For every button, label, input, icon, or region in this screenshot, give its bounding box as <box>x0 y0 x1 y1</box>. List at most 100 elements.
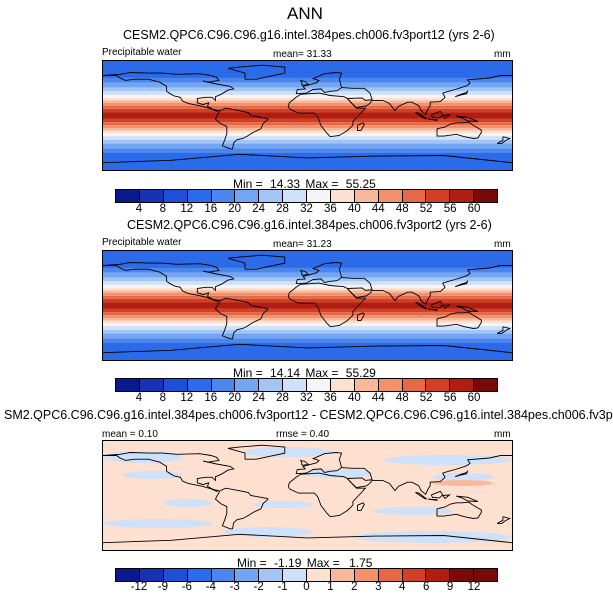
coastline <box>442 304 451 310</box>
contour-band <box>103 130 512 134</box>
colorbar-tick-label: 20 <box>228 203 242 215</box>
colorbar-tick-label: 40 <box>347 203 361 215</box>
coastline <box>227 254 286 270</box>
colorbar-swatch <box>116 569 140 581</box>
colorbar-swatch <box>378 379 403 391</box>
colorbar-tick-label: 32 <box>300 392 313 404</box>
contour-band <box>103 323 512 327</box>
colorbar-swatch <box>259 379 284 391</box>
contour-band <box>103 281 512 285</box>
contour-band <box>103 148 512 154</box>
colorbar-swatch <box>116 379 140 391</box>
panel-1-colorbar <box>115 189 498 203</box>
colorbar-swatch <box>211 190 236 202</box>
coastline <box>214 297 269 340</box>
contour-band <box>103 97 512 101</box>
colorbar-swatch <box>378 569 403 581</box>
coastline <box>415 492 428 500</box>
coastline <box>427 308 438 311</box>
contour-band <box>103 102 512 106</box>
coastline <box>299 269 310 276</box>
contour-band <box>103 143 512 149</box>
coastline <box>357 312 365 322</box>
contour-band <box>103 112 512 119</box>
coastline <box>496 516 511 524</box>
colorbar-swatch <box>163 569 188 581</box>
panel-3-subtitle: SM2.QPC6.C96.C96.g16.intel.384pes.ch006.… <box>4 408 613 422</box>
colorbar-tick-label: 36 <box>324 392 337 404</box>
coastline <box>427 118 438 121</box>
contour-band <box>103 94 512 98</box>
contour-band <box>103 100 512 103</box>
panel-3-colorbar <box>115 568 498 582</box>
colorbar-tick-label: 52 <box>419 203 433 215</box>
colorbar-tick-label: 9 <box>446 581 454 593</box>
negative-anomaly-region <box>103 519 213 528</box>
panel-2-subtitle: CESM2.QPC6.C96.C96.g16.intel.384pes.ch00… <box>127 218 492 232</box>
coastline <box>455 280 469 288</box>
colorbar-swatch <box>163 379 188 391</box>
coastline <box>357 122 365 132</box>
colorbar-tick-label: -9 <box>157 581 168 593</box>
colorbar-tick-label: 16 <box>204 392 218 404</box>
coastline <box>227 444 286 460</box>
coastline <box>456 495 479 503</box>
contour-band <box>103 318 512 321</box>
coastline <box>456 305 479 313</box>
colorbar-tick-label: -4 <box>205 581 216 593</box>
colorbar-swatch <box>330 379 355 391</box>
coastline <box>287 282 367 328</box>
panel-3-minmax: Min = -1.19 Max = 1.75 <box>237 556 372 570</box>
panel-2-minmax: Min = 14.14 Max = 55.29 <box>233 366 376 380</box>
colorbar-tick-label: 4 <box>399 581 406 593</box>
coastline <box>430 110 444 119</box>
panel-3-mean-label: mean = 0.10 <box>102 429 158 440</box>
contour-band <box>103 125 512 129</box>
contour-band <box>103 302 512 309</box>
colorbar-swatch <box>307 379 331 391</box>
panel-3-max-value: 1.75 <box>349 556 373 570</box>
coastline <box>436 121 482 139</box>
colorbar-swatch <box>163 190 188 202</box>
colorbar-swatch <box>139 379 164 391</box>
colorbar-swatch <box>187 190 212 202</box>
coastline <box>214 487 269 530</box>
negative-anomaly-region <box>433 473 493 481</box>
coastline <box>357 502 365 512</box>
panel-2-units: mm <box>494 239 511 250</box>
colorbar-swatch <box>330 569 355 581</box>
contour-band <box>103 295 512 299</box>
colorbar-swatch <box>378 190 403 202</box>
colorbar-tick-label: 8 <box>159 392 167 404</box>
negative-anomaly-region <box>303 469 373 478</box>
panel-2-max-label: Max = <box>305 366 339 380</box>
panel-2-variable-label: Precipitable water <box>102 237 182 248</box>
colorbar-swatch <box>474 190 497 202</box>
coastline <box>287 472 367 518</box>
contour-band <box>103 320 512 324</box>
colorbar-tick-label: 52 <box>419 392 433 404</box>
colorbar-swatch <box>330 190 355 202</box>
colorbar-tick-label: 24 <box>252 203 266 215</box>
panel-1-subtitle: CESM2.QPC6.C96.C96.g16.intel.384pes.ch00… <box>123 28 495 42</box>
panel-1-variable-label: Precipitable water <box>102 47 182 58</box>
colorbar-swatch <box>450 379 475 391</box>
negative-anomaly-region <box>353 531 512 543</box>
coastline <box>415 302 428 310</box>
colorbar-tick-label: 44 <box>371 392 385 404</box>
colorbar-swatch <box>354 190 379 202</box>
coastline <box>295 262 343 285</box>
negative-anomaly-region <box>123 471 183 479</box>
colorbar-tick-label: 1 <box>327 581 334 593</box>
contour-band <box>103 118 512 123</box>
coastline <box>287 92 367 138</box>
contour-band <box>103 128 512 131</box>
colorbar-swatch <box>402 190 427 202</box>
colorbar-tick-label: 56 <box>443 203 457 215</box>
positive-anomaly-region <box>433 480 493 486</box>
colorbar-tick-label: 44 <box>371 203 385 215</box>
colorbar-swatch <box>283 569 307 581</box>
colorbar-swatch <box>354 379 379 391</box>
contour-band <box>103 87 512 92</box>
figure-title: ANN <box>287 4 323 23</box>
